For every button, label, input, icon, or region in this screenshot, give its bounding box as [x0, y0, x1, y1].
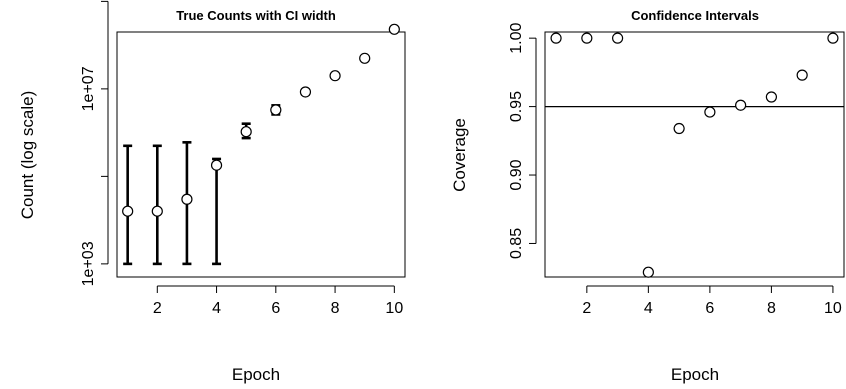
count-plot-area: [116, 31, 406, 278]
count-panel: True Counts with CI width Epoch Count (l…: [18, 0, 406, 384]
count-y-tick-label: 1e+03: [80, 241, 97, 286]
coverage-y-axis-label: Coverage: [450, 118, 469, 192]
coverage-y-tick-label: 0.85: [508, 228, 525, 259]
coverage-x-tick-label: 8: [767, 300, 776, 317]
coverage-plot-area: [544, 31, 845, 278]
coverage-x-tick-label: 6: [705, 300, 714, 317]
count-data-point: [181, 193, 193, 205]
coverage-y-tick-label: 0.95: [508, 91, 525, 122]
count-data-point: [122, 205, 134, 217]
coverage-y-tick-label: 0.90: [508, 159, 525, 190]
count-data-point: [240, 126, 252, 138]
count-data-point: [270, 104, 282, 116]
count-data-point: [329, 70, 341, 82]
coverage-panel-title: Confidence Intervals: [631, 8, 759, 23]
coverage-x-tick-label: 2: [582, 300, 591, 317]
coverage-y-tick-label: 1.00: [508, 22, 525, 53]
coverage-data-point: [550, 32, 562, 44]
coverage-x-axis-label: Epoch: [671, 365, 719, 384]
coverage-panel: Confidence Intervals Epoch Coverage 2 4 6 8…: [450, 8, 845, 384]
coverage-x-tick-label: 4: [644, 300, 653, 317]
coverage-data-point: [827, 32, 839, 44]
count-x-tick-label: 8: [331, 300, 340, 317]
count-y-tick-label: 1e+07: [80, 66, 97, 111]
count-x-tick-label: 2: [153, 300, 162, 317]
count-x-tick-label: 6: [271, 300, 280, 317]
count-data-point: [210, 159, 223, 171]
count-y-axis-label: Count (log scale): [18, 91, 37, 220]
coverage-data-point: [581, 32, 593, 44]
coverage-data-point: [642, 266, 654, 278]
count-x-tick-label: 4: [212, 300, 221, 317]
count-error-bar: [123, 144, 133, 266]
count-x-tick-label: 10: [385, 300, 403, 317]
count-error-bar: [152, 144, 162, 266]
count-data-point: [151, 205, 163, 217]
count-data-point: [388, 23, 400, 35]
coverage-data-point: [704, 106, 716, 118]
coverage-data-point: [611, 32, 624, 44]
coverage-data-point: [735, 99, 747, 111]
count-panel-title: True Counts with CI width: [176, 8, 336, 23]
count-x-axis-label: Epoch: [232, 365, 280, 384]
coverage-x-tick-label: 10: [824, 300, 842, 317]
coverage-data-point: [765, 91, 778, 103]
count-error-bar: [212, 157, 222, 266]
count-data-point: [359, 52, 371, 64]
count-data-point: [299, 86, 312, 98]
coverage-data-point: [673, 122, 685, 135]
coverage-data-point: [796, 69, 808, 81]
